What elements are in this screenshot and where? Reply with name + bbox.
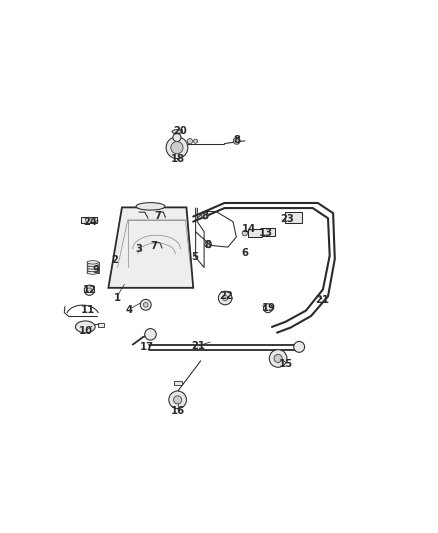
Text: 24: 24 <box>83 217 97 227</box>
Text: 11: 11 <box>81 305 95 315</box>
Bar <box>81 217 96 223</box>
Text: 8: 8 <box>205 240 212 251</box>
Bar <box>247 229 262 237</box>
Circle shape <box>173 133 181 142</box>
Text: 8: 8 <box>233 135 240 145</box>
Text: 16: 16 <box>170 406 185 416</box>
Circle shape <box>87 288 92 293</box>
Text: 8: 8 <box>201 211 208 221</box>
Ellipse shape <box>136 203 165 210</box>
Circle shape <box>194 139 198 143</box>
Text: 5: 5 <box>191 252 198 262</box>
Circle shape <box>86 217 92 223</box>
Circle shape <box>219 291 232 305</box>
Bar <box>87 262 99 272</box>
Text: 7: 7 <box>151 241 158 252</box>
Circle shape <box>140 300 151 310</box>
Ellipse shape <box>172 130 182 134</box>
Circle shape <box>187 139 193 144</box>
Bar <box>173 381 182 385</box>
Circle shape <box>269 350 287 367</box>
Circle shape <box>242 230 247 236</box>
Ellipse shape <box>87 271 99 274</box>
Circle shape <box>145 328 156 340</box>
Text: 22: 22 <box>219 292 233 301</box>
Ellipse shape <box>87 261 99 264</box>
Circle shape <box>205 241 212 248</box>
Circle shape <box>169 391 187 409</box>
Circle shape <box>171 142 183 154</box>
Bar <box>173 138 181 148</box>
Text: 18: 18 <box>170 154 185 164</box>
Text: 2: 2 <box>112 255 119 265</box>
Circle shape <box>143 302 148 307</box>
Text: 21: 21 <box>315 295 329 305</box>
Text: 13: 13 <box>259 228 273 238</box>
Text: 1: 1 <box>114 293 121 303</box>
Text: 9: 9 <box>92 265 99 275</box>
Text: 19: 19 <box>262 303 276 313</box>
Polygon shape <box>108 207 193 288</box>
Text: 10: 10 <box>79 326 93 336</box>
Ellipse shape <box>87 268 99 272</box>
Ellipse shape <box>75 321 95 333</box>
Text: 4: 4 <box>125 305 132 315</box>
Text: 23: 23 <box>280 214 294 224</box>
Bar <box>262 229 276 236</box>
Circle shape <box>84 285 95 295</box>
Circle shape <box>294 342 304 352</box>
Text: 15: 15 <box>279 359 293 368</box>
Ellipse shape <box>87 266 99 269</box>
Text: 21: 21 <box>191 341 205 351</box>
Circle shape <box>274 354 282 362</box>
Text: 17: 17 <box>140 342 154 352</box>
Ellipse shape <box>87 263 99 266</box>
Circle shape <box>264 304 272 313</box>
Circle shape <box>173 396 182 404</box>
Circle shape <box>166 137 188 158</box>
Circle shape <box>223 295 228 301</box>
Text: 6: 6 <box>241 248 248 258</box>
Bar <box>285 213 302 223</box>
Bar <box>98 323 104 327</box>
Text: 20: 20 <box>173 126 187 136</box>
Text: 3: 3 <box>135 245 142 254</box>
Text: 12: 12 <box>82 285 96 295</box>
Text: 14: 14 <box>242 224 256 234</box>
Circle shape <box>233 138 240 144</box>
Text: 7: 7 <box>154 211 161 221</box>
Circle shape <box>201 212 208 219</box>
